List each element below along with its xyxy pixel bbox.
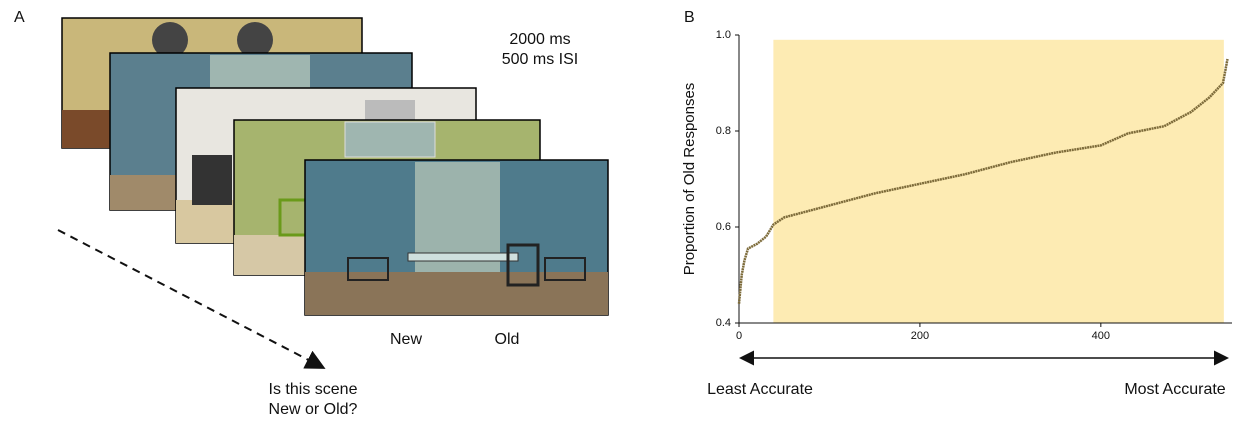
panel-label: A — [14, 9, 25, 26]
y-axis-label: Proportion of Old Responses — [681, 83, 698, 276]
data-line — [737, 58, 1229, 304]
y-tick-label: 0.8 — [716, 125, 731, 137]
option: New — [390, 331, 422, 348]
x-tick-label: 0 — [736, 330, 742, 342]
scene-stack — [61, 17, 609, 316]
x-tick-label: 400 — [1092, 330, 1110, 342]
timing: 500 ms ISI — [502, 51, 578, 68]
plot: 0.4 0.6 0.8 1.0 0 200 400 — [716, 29, 1232, 342]
panel-label: B — [684, 9, 695, 26]
option: Old — [495, 331, 520, 348]
y-tick-label: 0.6 — [716, 221, 731, 233]
x-tick-label: 200 — [911, 330, 929, 342]
highlight-region — [773, 39, 1224, 324]
y-tick-label: 1.0 — [716, 29, 731, 41]
annotation: Most Accurate — [1124, 381, 1225, 398]
y-tick-label: 0.4 — [716, 317, 731, 329]
timing: 2000 ms — [509, 31, 570, 48]
time-arrow — [57, 229, 326, 369]
question: New or Old? — [269, 401, 358, 418]
scene-frame — [304, 159, 609, 316]
annotation: Least Accurate — [707, 381, 813, 398]
question: Is this scene — [269, 381, 358, 398]
